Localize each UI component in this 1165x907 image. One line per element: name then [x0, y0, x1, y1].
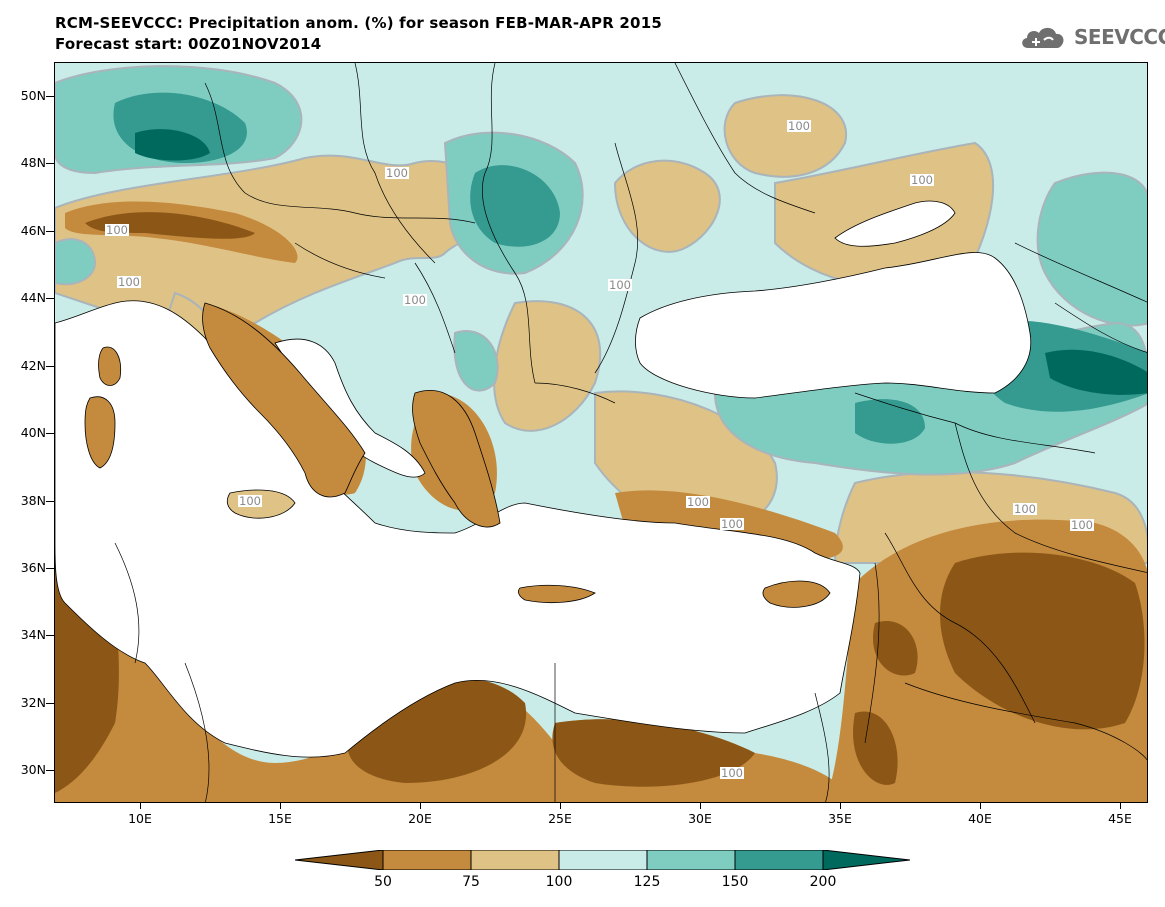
logo-text: SEEVCCC	[1074, 25, 1165, 49]
sea-of-azov	[834, 200, 956, 247]
very-dry-zone-jordan	[853, 711, 898, 785]
lat-label: 44N	[20, 290, 46, 305]
lat-label: 32N	[20, 695, 46, 710]
lon-tick	[140, 803, 141, 809]
contour-label: 100	[1013, 502, 1037, 516]
lat-label: 48N	[20, 155, 46, 170]
precipitation-anomaly-map	[55, 63, 1147, 802]
lon-tick	[980, 803, 981, 809]
colorbar-label: 125	[633, 874, 661, 890]
colorbar	[295, 850, 911, 870]
colorbar-segment	[646, 850, 736, 870]
contour-label: 100	[720, 517, 744, 531]
extreme-wet-zone-caucasus	[1045, 349, 1147, 395]
lon-label: 25E	[548, 811, 572, 826]
lat-tick	[46, 433, 54, 434]
lon-label: 35E	[828, 811, 852, 826]
very-dry-zone-lebanon	[873, 621, 918, 676]
lon-label: 45E	[1108, 811, 1132, 826]
dry-zone-belarus	[723, 94, 848, 178]
lat-label: 50N	[20, 88, 46, 103]
contour-label: 100	[720, 766, 744, 780]
lat-tick	[46, 366, 54, 367]
colorbar-label: 150	[721, 874, 749, 890]
colorbar-segment	[734, 850, 824, 870]
very-dry-zone-egypt	[552, 719, 755, 787]
lon-tick	[560, 803, 561, 809]
forecast-start-label: Forecast start: 00Z01NOV2014	[55, 35, 322, 53]
lat-tick	[46, 501, 54, 502]
lon-label: 40E	[968, 811, 992, 826]
country-borders	[114, 63, 1147, 802]
lon-label: 10E	[128, 811, 152, 826]
very-dry-zone-syria-iraq	[940, 552, 1145, 730]
colorbar-label: 100	[545, 874, 573, 890]
seevccc-logo: SEEVCCC	[1018, 22, 1165, 52]
wet-zone-france	[55, 238, 97, 286]
very-wet-zone-central-turkey	[855, 399, 925, 444]
lon-tick	[700, 803, 701, 809]
colorbar-segment	[382, 850, 472, 870]
very-wet-zone-carpathians	[470, 165, 560, 247]
lat-label: 40N	[20, 425, 46, 440]
colorbar-label: 50	[374, 874, 392, 890]
lat-tick	[46, 770, 54, 771]
colorbar-segment	[470, 850, 560, 870]
contour-label: 100	[1070, 518, 1094, 532]
lon-label: 30E	[688, 811, 712, 826]
colorbar-label: 200	[809, 874, 837, 890]
lon-tick	[280, 803, 281, 809]
lat-tick	[46, 298, 54, 299]
lat-label: 46N	[20, 223, 46, 238]
lat-label: 30N	[20, 762, 46, 777]
cyprus-land	[762, 580, 831, 608]
colorbar-segment	[295, 850, 384, 870]
italy-land	[202, 302, 366, 498]
lat-label: 38N	[20, 493, 46, 508]
map-title: RCM-SEEVCCC: Precipitation anom. (%) for…	[55, 14, 662, 32]
crete-land	[518, 584, 596, 604]
contour-label: 100	[385, 166, 409, 180]
mediterranean-sea	[55, 300, 861, 758]
lat-tick	[46, 163, 54, 164]
lat-tick	[46, 568, 54, 569]
lat-label: 34N	[20, 627, 46, 642]
wet-zone-bulgaria	[453, 330, 499, 392]
contour-label: 100	[117, 275, 141, 289]
black-sea	[635, 252, 1032, 399]
contour-label: 100	[787, 119, 811, 133]
cloud-icon	[1022, 27, 1064, 48]
lon-tick	[840, 803, 841, 809]
lat-tick	[46, 231, 54, 232]
colorbar-label: 75	[462, 874, 480, 890]
lon-label: 15E	[268, 811, 292, 826]
contour-label: 100	[608, 278, 632, 292]
colorbar-segment	[822, 850, 911, 870]
corsica-land	[98, 346, 122, 386]
lat-label: 36N	[20, 560, 46, 575]
lat-tick	[46, 635, 54, 636]
dry-zone-ukraine	[613, 159, 721, 253]
lon-label: 20E	[408, 811, 432, 826]
contour-label: 100	[910, 173, 934, 187]
map-panel: 100 100 100 100 100 100 100 100 100 100 …	[54, 62, 1148, 803]
lat-tick	[46, 96, 54, 97]
lat-tick	[46, 703, 54, 704]
contour-label: 100	[238, 494, 262, 508]
lon-tick	[1120, 803, 1121, 809]
lat-label: 42N	[20, 358, 46, 373]
greece-land	[412, 390, 501, 528]
contour-label: 100	[105, 223, 129, 237]
contour-label: 100	[686, 495, 710, 509]
sardinia-land	[84, 396, 116, 469]
colorbar-segment	[558, 850, 648, 870]
contour-label: 100	[403, 293, 427, 307]
extreme-wet-zone-germany	[135, 129, 210, 161]
lon-tick	[420, 803, 421, 809]
wet-zone-caucasus-north	[1036, 171, 1147, 327]
